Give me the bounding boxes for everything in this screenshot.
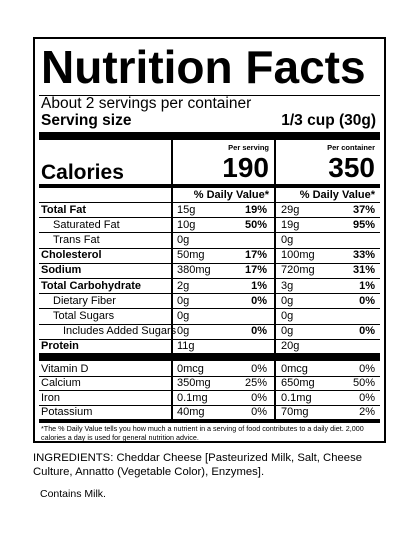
label-title: Nutrition Facts	[41, 41, 366, 93]
vitamin-name: Potassium	[41, 406, 93, 419]
ingredients-text: INGREDIENTS: Cheddar Cheese [Pasteurized…	[33, 452, 362, 478]
row-divider	[39, 338, 380, 340]
serving-daily-value: 0%	[251, 406, 267, 419]
container-daily-value: 0%	[359, 294, 375, 307]
serving-size-label: Serving size	[41, 112, 132, 129]
serving-size-value: 1/3 cup (30g)	[281, 112, 376, 129]
container-daily-value: 0%	[359, 325, 375, 338]
row-divider	[39, 232, 380, 234]
serving-amount: 0.1mg	[177, 391, 208, 404]
vitamin-name: Vitamin D	[41, 362, 89, 375]
serving-daily-value: 25%	[244, 377, 267, 390]
row-divider	[39, 202, 380, 203]
row-divider	[39, 293, 380, 295]
nutrient-name: Includes Added Sugars	[63, 325, 177, 338]
container-daily-value: 50%	[352, 377, 375, 390]
nutrient-name: Saturated Fat	[53, 218, 120, 231]
nutrient-name: Total Sugars	[53, 309, 115, 322]
serving-amount: 0g	[177, 325, 190, 338]
dv-header-container: % Daily Value*	[299, 189, 375, 201]
container-amount: 650mg	[281, 377, 315, 390]
nutrient-name: Dietary Fiber	[53, 294, 116, 307]
row-divider	[39, 247, 380, 249]
calories-divider	[39, 184, 380, 188]
row-divider	[39, 375, 380, 377]
row-divider	[39, 262, 380, 264]
calories-label: Calories	[41, 161, 124, 184]
footnote-divider	[39, 419, 380, 423]
vitamins-divider	[39, 353, 380, 361]
container-daily-value: 2%	[359, 406, 375, 419]
container-amount: 70mg	[281, 406, 309, 419]
container-amount: 100mg	[281, 249, 315, 262]
container-amount: 0mcg	[281, 362, 308, 375]
serving-daily-value: 50%	[244, 218, 267, 231]
serving-daily-value: 19%	[244, 203, 267, 216]
serving-daily-value: 0%	[251, 294, 267, 307]
nutrient-name: Cholesterol	[41, 249, 102, 262]
serving-amount: 50mg	[177, 249, 205, 262]
per-container-header: Per container	[327, 143, 375, 152]
nutrient-name: Trans Fat	[53, 233, 100, 246]
serving-amount: 0g	[177, 233, 190, 246]
serving-amount: 380mg	[177, 264, 211, 277]
container-amount: 29g	[281, 203, 300, 216]
container-amount: 19g	[281, 218, 300, 231]
vitamin-name: Calcium	[41, 377, 81, 390]
container-amount: 0.1mg	[281, 391, 312, 404]
container-amount: 3g	[281, 279, 294, 292]
serving-amount: 15g	[177, 203, 196, 216]
dv-header-serving: % Daily Value*	[193, 189, 269, 201]
nutrient-name: Protein	[41, 340, 79, 353]
container-amount: 0g	[281, 233, 294, 246]
calories-per-serving: 190	[222, 152, 269, 183]
serving-daily-value: 0%	[251, 362, 267, 375]
serving-amount: 0g	[177, 309, 190, 322]
column-divider-right	[274, 140, 276, 419]
row-divider	[39, 308, 380, 310]
container-amount: 720mg	[281, 264, 315, 277]
nutrition-label: Nutrition Facts About 2 servings per con…	[33, 37, 386, 443]
container-daily-value: 1%	[359, 279, 375, 292]
row-divider	[39, 404, 380, 406]
daily-value-footnote: *The % Daily Value tells you how much a …	[41, 424, 364, 442]
serving-amount: 11g	[177, 340, 195, 353]
serving-amount: 40mg	[177, 406, 205, 419]
row-divider	[39, 390, 380, 392]
container-amount: 0g	[281, 325, 294, 338]
calories-per-container: 350	[328, 152, 375, 183]
serving-daily-value: 0%	[251, 325, 267, 338]
per-serving-header: Per serving	[228, 143, 269, 152]
divider	[39, 95, 380, 96]
serving-amount: 0g	[177, 294, 190, 307]
column-divider-left	[171, 140, 173, 419]
nutrient-name: Total Carbohydrate	[41, 279, 142, 292]
row-divider	[39, 323, 380, 325]
nutrient-name: Sodium	[41, 264, 82, 277]
allergen-statement: Contains Milk.	[40, 488, 106, 500]
container-amount: 0g	[281, 309, 294, 322]
serving-daily-value: 0%	[251, 391, 267, 404]
serving-amount: 350mg	[177, 377, 211, 390]
serving-daily-value: 17%	[244, 249, 267, 262]
container-daily-value: 37%	[352, 203, 375, 216]
container-daily-value: 0%	[359, 391, 375, 404]
container-daily-value: 0%	[359, 362, 375, 375]
serving-daily-value: 1%	[251, 279, 267, 292]
serving-daily-value: 17%	[244, 264, 267, 277]
thick-divider	[39, 132, 380, 140]
container-daily-value: 31%	[352, 264, 375, 277]
servings-per-container: About 2 servings per container	[41, 95, 252, 112]
container-amount: 20g	[281, 340, 300, 353]
container-daily-value: 95%	[352, 218, 375, 231]
row-divider	[39, 278, 380, 279]
serving-amount: 10g	[177, 218, 196, 231]
container-daily-value: 33%	[352, 249, 375, 262]
container-amount: 0g	[281, 294, 294, 307]
nutrient-name: Total Fat	[41, 203, 87, 216]
vitamin-name: Iron	[41, 391, 60, 404]
serving-amount: 2g	[177, 279, 190, 292]
row-divider	[39, 217, 380, 219]
serving-amount: 0mcg	[177, 362, 204, 375]
